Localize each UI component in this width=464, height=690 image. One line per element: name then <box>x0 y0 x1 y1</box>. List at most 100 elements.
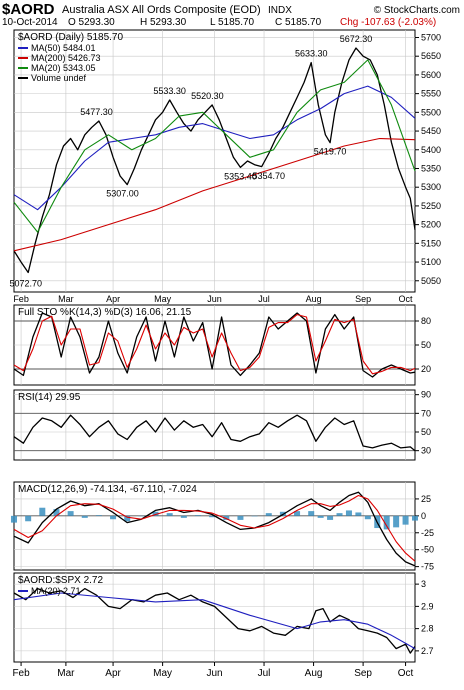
ratio-y-tick-label: 2.7 <box>421 646 434 656</box>
macd-histogram-bar <box>294 511 301 516</box>
macd-histogram-bar <box>265 513 272 516</box>
macd-histogram-bar <box>124 515 131 522</box>
macd-y-tick-label: -75 <box>421 562 434 572</box>
macd-histogram-bar <box>383 515 390 530</box>
price-series-line <box>13 59 416 233</box>
price-x-month-label: Sep <box>355 294 371 304</box>
price-series-line <box>13 85 416 211</box>
ratio-legend-title: $AORD:$SPX 2.72 <box>18 575 103 586</box>
macd-y-tick-label: 25 <box>421 494 431 504</box>
macd-y-tick-label: -25 <box>421 528 434 538</box>
stochastic-y-tick-label: 50 <box>421 340 431 350</box>
price-legend-entry: Volume undef <box>31 73 87 83</box>
macd-histogram-bar <box>39 507 46 516</box>
stochastic-y-tick-label: 80 <box>421 316 431 326</box>
x-axis-month-label: May <box>153 668 172 679</box>
price-annotation: 5354.70 <box>252 171 285 181</box>
macd-histogram-bar <box>138 515 145 517</box>
stochastic-series-line <box>13 314 416 375</box>
macd-histogram-bar <box>180 515 187 518</box>
ratio-y-tick-label: 2.8 <box>421 624 434 634</box>
price-annotation: 5353.40 <box>224 171 257 181</box>
macd-histogram-bar <box>402 515 409 525</box>
price-y-tick-label: 5450 <box>421 126 441 136</box>
price-y-tick-label: 5650 <box>421 51 441 61</box>
macd-histogram-bar <box>53 509 60 516</box>
price-x-month-label: May <box>154 294 172 304</box>
price-annotation: 5419.70 <box>314 147 347 157</box>
macd-histogram-bar <box>67 511 74 516</box>
stochastic-series-line <box>13 312 416 378</box>
price-y-tick-label: 5550 <box>421 89 441 99</box>
macd-histogram-bar <box>237 515 244 520</box>
price-annotation: 5672.30 <box>340 34 373 44</box>
macd-histogram-bar <box>11 515 17 523</box>
price-series-line <box>13 47 416 274</box>
brand-watermark: © StockCharts.com <box>374 5 460 16</box>
price-x-month-label: Feb <box>13 294 29 304</box>
price-y-tick-label: 5300 <box>421 182 441 192</box>
price-x-month-label: Aug <box>306 294 322 304</box>
ratio-y-tick-label: 2.9 <box>421 601 434 611</box>
price-y-tick-label: 5500 <box>421 107 441 117</box>
quote-open: O 5293.30 <box>68 17 115 28</box>
price-y-tick-label: 5200 <box>421 220 441 230</box>
stochastic-panel: 20 50 80 Full STO %K(14,3) %D(3) 16.06, 21.… <box>13 304 431 386</box>
quote-date: 10-Oct-2014 <box>2 17 58 28</box>
macd-histogram-bar <box>336 513 343 516</box>
x-axis-month-label: Jun <box>206 668 222 679</box>
stochastic-y-tick-label: 20 <box>421 364 431 374</box>
ratio-series-line <box>13 592 416 650</box>
quote-high: H 5293.30 <box>140 17 187 28</box>
exchange-label: INDX <box>268 5 292 16</box>
quote-low: L 5185.70 <box>210 17 255 28</box>
price-series-line <box>13 137 416 252</box>
macd-histogram-bar <box>81 515 88 518</box>
rsi-legend-title: RSI(14) 29.95 <box>18 392 81 403</box>
macd-histogram-bar <box>194 515 201 516</box>
macd-histogram-bar <box>166 513 173 516</box>
macd-histogram-bar <box>393 515 400 528</box>
macd-histogram-bar <box>251 515 258 517</box>
x-axis-month-label: Feb <box>12 668 30 679</box>
macd-legend-title: MACD(12,26,9) -74.134, -67.110, -7.024 <box>18 484 197 495</box>
stochastic-legend-title: Full STO %K(14,3) %D(3) 16.06, 21.15 <box>18 307 192 318</box>
rsi-y-tick-label: 90 <box>421 390 431 400</box>
macd-histogram-bar <box>223 515 230 520</box>
macd-histogram-bar <box>25 515 32 522</box>
price-y-tick-label: 5250 <box>421 201 441 211</box>
ratio-y-tick-label: 3 <box>421 579 426 589</box>
x-axis-month-label: Aug <box>305 668 323 679</box>
macd-histogram-bar <box>355 512 362 516</box>
price-x-month-label: Jul <box>258 294 270 304</box>
price-panel: 5050 5100 5150 5200 5250 5300 5350 5400 5450 5500… <box>10 29 441 293</box>
macd-histogram-bar <box>345 510 352 516</box>
macd-y-tick-label: 0 <box>421 511 426 521</box>
price-x-month-label: Oct <box>399 294 414 304</box>
macd-histogram-bar <box>152 511 159 516</box>
macd-histogram-bar <box>327 515 334 520</box>
price-x-month-label: Apr <box>106 294 120 304</box>
rsi-panel: 30 50 70 90 RSI(14) 29.95 <box>13 389 431 461</box>
price-y-tick-label: 5050 <box>421 276 441 286</box>
ratio-series-line <box>13 587 416 654</box>
price-x-month-label: Mar <box>58 294 74 304</box>
chart-panels: 5050510051505200525053005350540054505500… <box>10 29 441 663</box>
symbol-title: $AORD <box>2 1 55 18</box>
price-x-month-label: Jun <box>207 294 222 304</box>
macd-histogram-bar <box>95 515 102 516</box>
price-legend-entry: MA(50) 5484.01 <box>31 43 96 53</box>
symbol-description: Australia ASX All Ords Composite (EOD) <box>62 4 261 16</box>
rsi-series-line <box>13 414 416 452</box>
price-y-tick-label: 5100 <box>421 257 441 267</box>
price-annotation: 5633.30 <box>295 49 328 59</box>
x-axis: Feb Mar Apr May Jun Jul Aug Sep Oct Feb Mar Apr May J… <box>12 294 413 679</box>
price-annotation: 5477.30 <box>80 107 113 117</box>
price-y-tick-label: 5600 <box>421 70 441 80</box>
price-annotation: 5072.70 <box>10 279 43 289</box>
macd-y-tick-label: -50 <box>421 545 434 555</box>
macd-histogram-bar <box>110 515 117 520</box>
x-axis-month-label: Sep <box>354 668 372 679</box>
